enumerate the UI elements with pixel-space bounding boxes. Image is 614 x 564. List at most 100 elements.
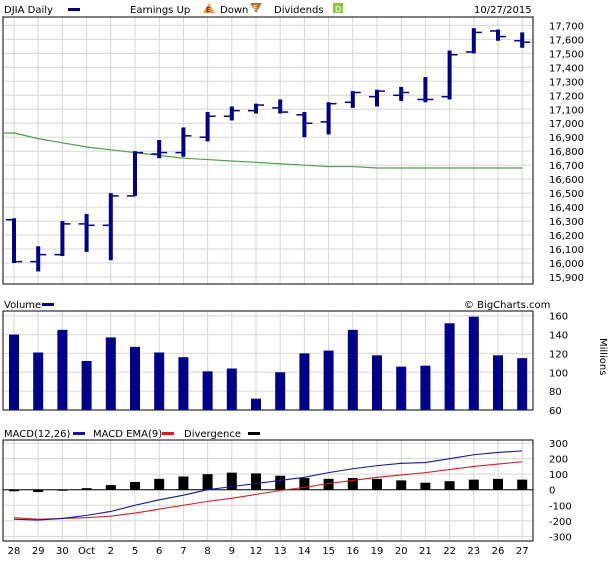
ohlc-bar [393, 86, 410, 101]
ohlc-bar [54, 221, 71, 257]
ohlc-range [84, 214, 89, 252]
divergence-bar [202, 474, 213, 490]
ema-legend-label: MACD EMA(9) [93, 429, 162, 440]
y-tick-label: 140 [549, 331, 568, 342]
y-tick-label: 120 [549, 349, 568, 360]
x-tick-label: 15 [322, 546, 335, 557]
y-tick-label: -100 [549, 501, 572, 512]
volume-bar [154, 352, 165, 410]
volume-bar [251, 398, 261, 410]
panel-border [2, 310, 534, 411]
x-tick-label: 23 [467, 546, 480, 557]
y-tick-label: 100 [549, 368, 568, 379]
volume-title: Volume [4, 300, 41, 311]
divergence-bar [178, 476, 189, 490]
ohlc-range [350, 91, 355, 108]
volume-bar [468, 316, 479, 410]
ema-legend-swatch [162, 432, 174, 435]
ohlc-range [60, 221, 65, 257]
ohlc-range [133, 151, 137, 196]
ohlc-bar [465, 28, 482, 54]
volume-bar [105, 337, 116, 410]
y-tick-label: 16,000 [549, 259, 584, 270]
volume-bar [299, 353, 310, 410]
x-tick-label: 28 [8, 546, 21, 557]
volume-bar [178, 357, 189, 410]
x-tick-label: Oct [78, 546, 95, 557]
macd-ema-line [13, 461, 523, 520]
ohlc-bar [175, 127, 192, 157]
ohlc-bar [514, 32, 531, 48]
earnings-down-label: Down [220, 5, 248, 16]
ohlc-range [375, 89, 379, 107]
x-tick-label: 22 [443, 546, 456, 557]
y-tick-label: 16,500 [549, 189, 584, 200]
earnings-down-icon: E [250, 3, 262, 13]
divergence-bar [517, 479, 528, 490]
divergence-legend-swatch [248, 432, 260, 435]
ohlc-range [229, 106, 234, 121]
ohlc-bar [127, 151, 143, 197]
y-tick-label: -200 [549, 517, 572, 528]
macd-legend-label: MACD(12,26) [4, 429, 71, 440]
y-tick-label: 300 [549, 439, 568, 450]
volume-bar [493, 355, 503, 410]
macd-panel: MACD(12,26) MACD EMA(9) Divergence -300 -200… [2, 429, 572, 543]
volume-bar [517, 358, 528, 410]
ohlc-bar [369, 89, 385, 107]
divergence-bar [130, 481, 140, 490]
volume-bar [9, 334, 19, 410]
y-tick-label: 16,400 [549, 203, 584, 214]
y-tick-label: 0 [549, 486, 555, 497]
volume-bar [226, 368, 237, 410]
earnings-up-icon: E [203, 3, 215, 14]
divergence-bar [493, 478, 503, 490]
x-tick-label: 7 [180, 546, 186, 557]
ohlc-range [157, 140, 162, 159]
x-tick-label: 6 [156, 546, 162, 557]
ohlc-range [326, 102, 331, 135]
y-tick-label: 200 [549, 455, 568, 466]
ohlc-bar [30, 246, 47, 272]
x-tick-label: 20 [395, 546, 408, 557]
volume-bar [275, 372, 286, 410]
y-tick-label: 16,200 [549, 231, 584, 242]
y-tick-label: 60 [549, 406, 562, 417]
divergence-bar [57, 489, 68, 491]
divergence-bar [347, 478, 358, 490]
ohlc-range [471, 28, 476, 54]
ohlc-bar [296, 112, 313, 138]
ohlc-range [447, 50, 452, 100]
ohlc-range [181, 127, 186, 157]
y-tick-label: 16,300 [549, 217, 584, 228]
ohlc-bar [490, 29, 506, 41]
price-legend-swatch [68, 8, 80, 11]
y-tick-label: 15,900 [549, 273, 584, 284]
ohlc-bar [441, 50, 458, 100]
volume-bar [396, 366, 407, 410]
ohlc-bar [102, 193, 119, 261]
divergence-legend-label: Divergence [184, 429, 241, 440]
y-tick-label: 16,900 [549, 133, 584, 144]
y-tick-label: 160 [549, 312, 568, 323]
y-tick-label: 17,300 [549, 77, 584, 88]
y-tick-label: 16,100 [549, 245, 584, 256]
y-tick-label: 17,600 [549, 35, 584, 46]
x-axis: 28 29 30 Oct 2 5 6 7 8 9 12 13 14 15 16 19 20 21 22 23 26 27 [8, 546, 529, 557]
svg-text:E: E [206, 6, 210, 14]
ohlc-range [278, 99, 283, 114]
volume-bar [130, 346, 140, 410]
ohlc-range [254, 103, 258, 114]
macd-legend-swatch [73, 432, 85, 435]
volume-panel: Volume © BigCharts.com 60 80 100 120 140 160 Mil… [2, 300, 608, 417]
earnings-up-label: Earnings Up [130, 5, 190, 16]
ohlc-bar [248, 103, 264, 114]
panel-border [2, 16, 534, 285]
volume-bar [202, 371, 213, 410]
ohlc-range [108, 193, 113, 261]
ohlc-range [36, 246, 41, 272]
ohlc-range [496, 29, 500, 41]
x-tick-label: 19 [371, 546, 384, 557]
